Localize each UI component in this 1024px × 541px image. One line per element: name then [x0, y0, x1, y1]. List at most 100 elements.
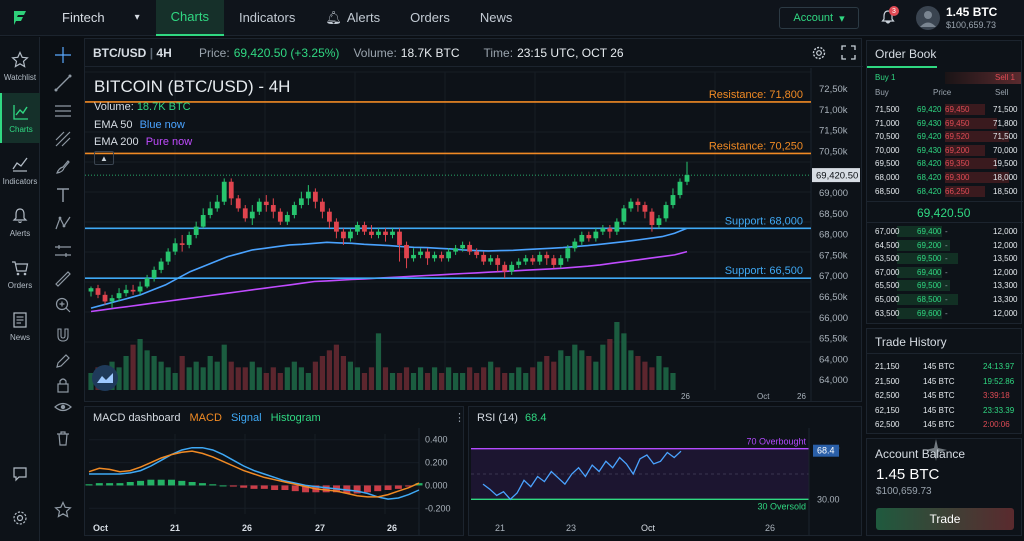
more-options-icon[interactable]: ⋮: [454, 412, 465, 424]
bid-row[interactable]: 65,000 68,500- 13,300: [867, 293, 1023, 306]
volume-bar: [179, 356, 185, 390]
volume-bar: [242, 367, 248, 390]
ask-row[interactable]: 70,500 69,420 69,520 71,500: [867, 130, 1023, 143]
zoom-in-icon[interactable]: [54, 296, 72, 314]
volume-bar: [340, 356, 347, 390]
macd-line: [88, 450, 420, 498]
x-tick-label: 27: [315, 523, 325, 533]
sidebar-item-label: Indicators: [2, 176, 38, 186]
text-tool-icon[interactable]: [54, 186, 72, 204]
trade-button[interactable]: Trade: [876, 508, 1014, 530]
volume-bar: [221, 344, 227, 390]
y-tick-label: 67,50k: [819, 250, 848, 261]
candle-body: [635, 201, 641, 206]
symbol-label[interactable]: BTC/USD | 4H: [93, 45, 172, 60]
brush-icon[interactable]: [54, 158, 72, 176]
price: 68,500: [917, 295, 942, 304]
volume-bar: [544, 356, 550, 390]
bid-row[interactable]: 63,500 69,500- 13,500: [867, 252, 1023, 265]
sidebar-item-indicators[interactable]: Indicators: [0, 145, 40, 195]
magnet-icon[interactable]: [54, 326, 72, 344]
candle-body: [193, 226, 199, 235]
macd-chart[interactable]: 0.400 0.200 0.000 -0.200 Oct 21 26 27 26: [85, 428, 463, 536]
legend-collapse-button[interactable]: ▲: [94, 151, 114, 165]
candle-body: [523, 258, 529, 262]
ask-row[interactable]: 71,500 69,420 69,450 71,500: [867, 103, 1023, 116]
tab-orders[interactable]: Orders: [395, 0, 465, 36]
trash-icon[interactable]: [54, 429, 72, 447]
sidebar-item-orders[interactable]: Orders: [0, 249, 40, 299]
depth-bar: [945, 158, 997, 170]
bid-row[interactable]: 67,000 69,400- 12,000: [867, 225, 1023, 238]
settings-button[interactable]: [0, 503, 40, 533]
ask-row[interactable]: 71,000 69,430 69,450 71,800: [867, 117, 1023, 130]
ask-row[interactable]: 70,000 69,430 69,200 70,000: [867, 144, 1023, 157]
bid-row[interactable]: 64,500 69,200- 12,000: [867, 239, 1023, 252]
account-balance-panel: Account Balance 1.45 BTC $100,659.73 Tra…: [866, 438, 1022, 536]
histogram-bar: [302, 485, 310, 493]
bid-row[interactable]: 65,500 69,500- 13,300: [867, 279, 1023, 292]
ask-row[interactable]: 68,500 68,420 66,250 18,500: [867, 185, 1023, 198]
last-price-tag: [812, 168, 860, 183]
trade-time: 23:33.39: [983, 405, 1015, 415]
star-icon[interactable]: [54, 501, 72, 519]
histogram-bar: [198, 483, 206, 486]
app-logo-icon[interactable]: [0, 0, 40, 36]
ruler-icon[interactable]: [54, 270, 72, 288]
sidebar-item-alerts[interactable]: Alerts: [0, 197, 40, 247]
timeframe-text: 4H: [156, 45, 172, 60]
horizontal-lines-icon[interactable]: [54, 102, 72, 120]
sidebar-item-news[interactable]: News: [0, 301, 40, 351]
volume-bar: [593, 361, 599, 390]
gear-icon[interactable]: [811, 45, 827, 61]
ask-row[interactable]: 68,000 68,420 69,300 18,000: [867, 171, 1023, 184]
sparkle-icon: [925, 439, 947, 461]
depth-bar: [897, 307, 942, 319]
lock-icon[interactable]: [54, 376, 72, 394]
candle-body: [628, 201, 634, 209]
sidebar-item-watchlist[interactable]: Watchlist: [0, 41, 40, 91]
tab-charts[interactable]: Charts: [155, 0, 224, 36]
sidebar-item-charts[interactable]: Charts: [0, 93, 40, 143]
tab-indicators[interactable]: Indicators: [224, 0, 310, 36]
trade-row: 21,150 145 BTC 24:13.97: [867, 360, 1023, 373]
candlestick-chart[interactable]: Resistance: 71,800 Resistance: 70,250 Supp…: [85, 68, 861, 402]
fullscreen-icon[interactable]: [841, 45, 856, 60]
depth-bar: [945, 131, 1009, 143]
volume-bar: [621, 333, 627, 390]
bid-row[interactable]: 63,500 69,600- 12,000: [867, 307, 1023, 320]
account-dropdown[interactable]: Account ▾: [779, 7, 859, 29]
bid-row[interactable]: 67,000 69,400- 12,000: [867, 266, 1023, 279]
candle-body: [649, 211, 655, 225]
chevron-down-icon: ▾: [134, 12, 140, 23]
pattern-tool-icon[interactable]: [54, 214, 72, 232]
chat-button[interactable]: [0, 459, 40, 489]
trade-row: 62,150 145 BTC 23:33.39: [867, 404, 1023, 417]
candle-body: [95, 288, 101, 295]
histogram-bar: [229, 485, 237, 487]
volume-bar: [551, 361, 557, 390]
tab-news[interactable]: News: [465, 0, 528, 36]
sell-tab[interactable]: Sell 1: [945, 72, 1021, 84]
trend-line-icon[interactable]: [54, 74, 72, 92]
app-menu[interactable]: Fintech ▾: [40, 0, 156, 36]
tab-alerts[interactable]: 🔔︎ Alerts: [310, 0, 395, 36]
sell-tab-label: Sell 1: [994, 73, 1015, 82]
eye-icon[interactable]: [54, 398, 72, 416]
measure-icon[interactable]: [54, 242, 72, 260]
candle-body: [116, 293, 122, 299]
avatar[interactable]: [916, 6, 940, 30]
buy-tab[interactable]: Buy 1: [867, 72, 945, 84]
chart-legend: Volume: 18.7K BTC EMA 50 Blue now EMA 20…: [94, 99, 192, 152]
col-buy-header: Buy: [875, 88, 889, 97]
price: 68,420: [917, 159, 942, 169]
candle-body: [446, 251, 451, 259]
col-sell-header: Sell: [995, 88, 1009, 97]
fib-tool-icon[interactable]: [54, 130, 72, 148]
candle-body: [481, 254, 487, 262]
bid-size: 67,000: [875, 267, 900, 277]
crosshair-icon[interactable]: [54, 46, 72, 64]
ask-row[interactable]: 69,500 68,420 69,350 19,500: [867, 157, 1023, 170]
pencil-lock-icon[interactable]: [54, 352, 72, 370]
